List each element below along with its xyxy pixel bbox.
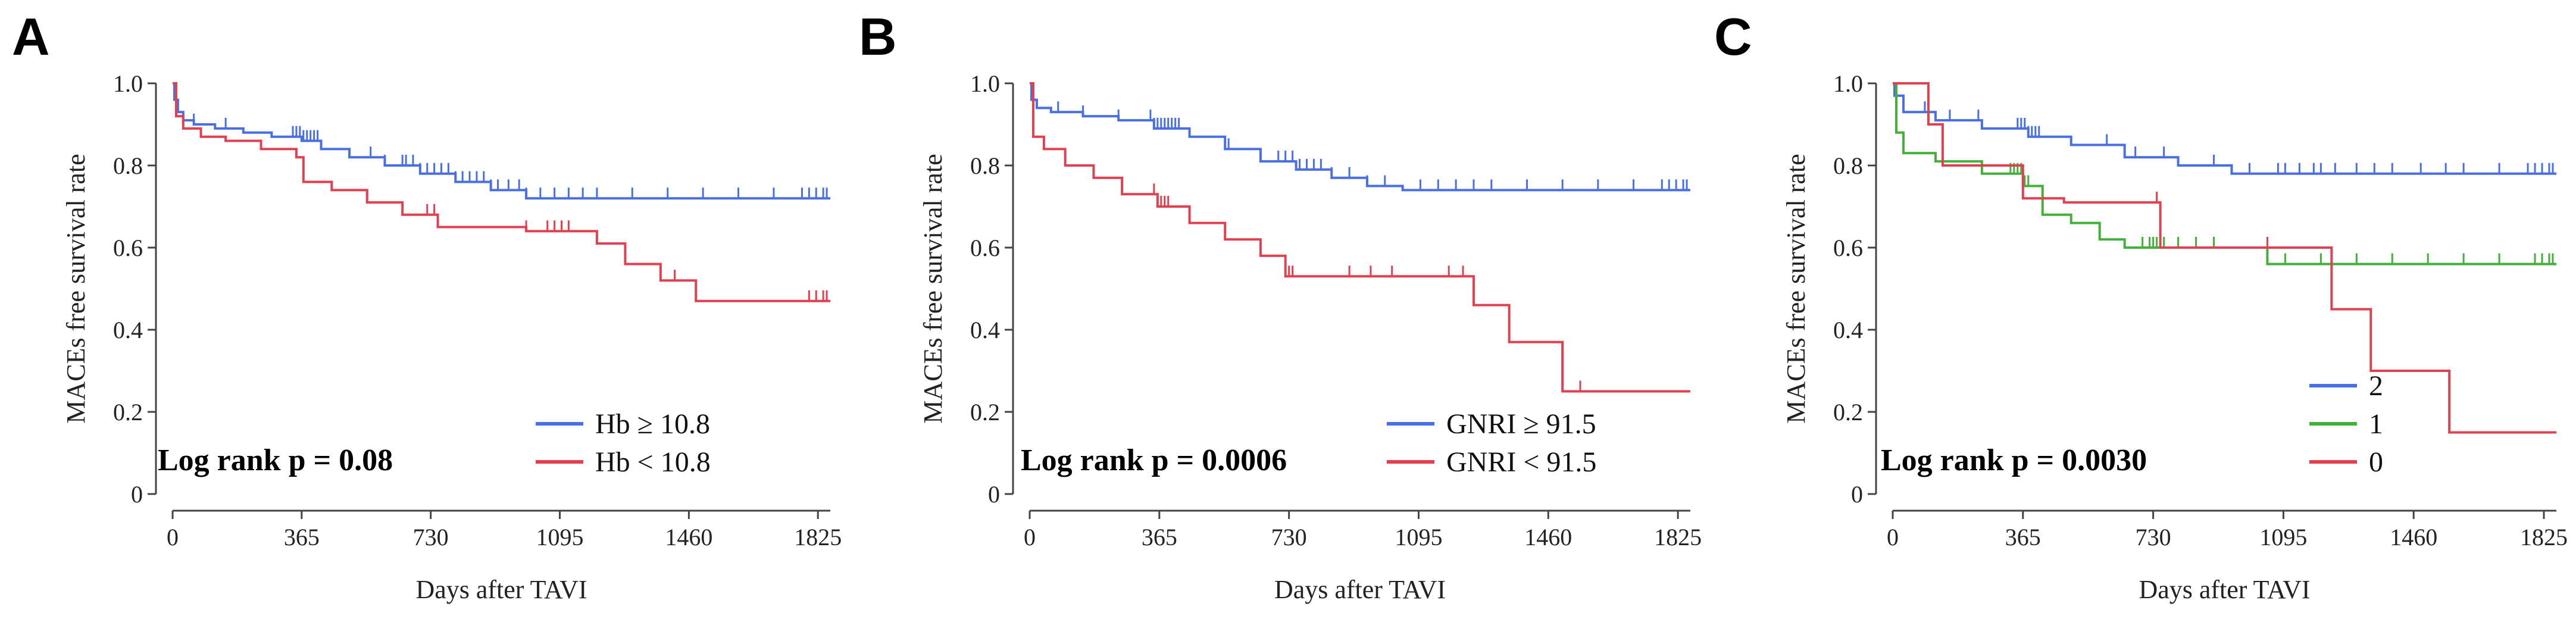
x-tick-label: 0 <box>1887 524 1899 551</box>
panel-letter: B <box>859 7 897 66</box>
x-tick-label: 1460 <box>2390 524 2437 551</box>
y-tick-label: 0.8 <box>113 152 143 179</box>
x-tick-label: 0 <box>167 524 179 551</box>
y-tick-label: 1.0 <box>113 70 143 97</box>
x-tick-label: 1825 <box>1654 524 1702 551</box>
legend-label: GNRI ≥ 91.5 <box>1446 408 1596 440</box>
y-tick-label: 0.6 <box>1833 235 1863 261</box>
y-tick-label: 0.4 <box>113 317 143 343</box>
x-tick-label: 730 <box>413 524 449 551</box>
chart-panel-c: C 0 0.2 0.4 0.6 0.8 1.0 0 365 730 1095 1460 1825 Days… <box>1714 7 2568 604</box>
x-tick-label: 365 <box>1142 524 1177 551</box>
y-tick-label: 0 <box>1851 481 1863 508</box>
y-tick-label: 1.0 <box>970 70 1000 97</box>
survival-curve <box>1893 82 2556 265</box>
x-tick-label: 0 <box>1024 524 1036 551</box>
legend-label: 0 <box>2369 446 2383 478</box>
y-tick-label: 1.0 <box>1833 70 1863 97</box>
y-tick-label: 0.8 <box>1833 152 1863 179</box>
series-hb-10-8 <box>173 82 830 200</box>
legend-label: Hb < 10.8 <box>595 446 711 478</box>
y-tick-label: 0.4 <box>1833 317 1863 343</box>
survival-curve <box>173 82 830 302</box>
y-tick-label: 0.2 <box>1833 399 1863 426</box>
chart-panel-a: A 0 0.2 0.4 0.6 0.8 1.0 0 365 730 1095 1460 1825 Days… <box>12 7 842 604</box>
log-rank-annotation: Log rank p = 0.0006 <box>1021 443 1287 477</box>
y-tick-label: 0.2 <box>113 399 143 426</box>
y-tick-label: 0.4 <box>970 317 1000 343</box>
y-tick-label: 0 <box>131 481 143 508</box>
legend-label: 1 <box>2369 408 2383 440</box>
survival-curve <box>173 82 830 200</box>
series-1 <box>1893 82 2556 265</box>
chart-panel-b: B 0 0.2 0.4 0.6 0.8 1.0 0 365 730 1095 1460 1825 Days… <box>859 7 1702 604</box>
y-axis-title: MACEs free survival rate <box>918 154 948 423</box>
legend-label: 2 <box>2369 370 2383 402</box>
y-tick-label: 0.6 <box>970 235 1000 261</box>
log-rank-annotation: Log rank p = 0.08 <box>158 443 393 477</box>
x-tick-label: 365 <box>2005 524 2041 551</box>
x-tick-label: 1460 <box>665 524 712 551</box>
survival-curve <box>1030 82 1690 192</box>
series-gnri-91-5 <box>1030 82 1690 393</box>
x-tick-label: 365 <box>284 524 320 551</box>
y-tick-label: 0 <box>988 481 1000 508</box>
y-axis-title: MACEs free survival rate <box>1781 154 1811 423</box>
x-tick-label: 1825 <box>2520 524 2568 551</box>
series-gnri-91-5 <box>1030 82 1690 192</box>
x-tick-label: 1460 <box>1524 524 1572 551</box>
series-0 <box>1893 82 2556 434</box>
legend-label: Hb ≥ 10.8 <box>595 408 710 440</box>
series-2 <box>1893 82 2556 175</box>
panel-letter: C <box>1714 7 1752 66</box>
survival-curve <box>1893 82 2556 434</box>
y-tick-label: 0.6 <box>113 235 143 261</box>
y-axis-title: MACEs free survival rate <box>61 154 90 423</box>
x-axis-title: Days after TAVI <box>415 575 587 604</box>
survival-curve <box>1893 82 2556 175</box>
x-tick-label: 730 <box>2136 524 2171 551</box>
x-tick-label: 1095 <box>1395 524 1442 551</box>
y-tick-label: 0.2 <box>970 399 1000 426</box>
legend-label: GNRI < 91.5 <box>1446 446 1596 478</box>
x-tick-label: 1825 <box>794 524 842 551</box>
x-tick-label: 1095 <box>536 524 584 551</box>
log-rank-annotation: Log rank p = 0.0030 <box>1881 443 2147 477</box>
panel-letter: A <box>12 7 50 66</box>
x-axis-title: Days after TAVI <box>1274 575 1446 604</box>
survival-curve <box>1030 82 1690 393</box>
series-hb-10-8 <box>173 82 830 302</box>
x-tick-label: 1095 <box>2259 524 2307 551</box>
x-tick-label: 730 <box>1271 524 1307 551</box>
y-tick-label: 0.8 <box>970 152 1000 179</box>
x-axis-title: Days after TAVI <box>2139 575 2310 604</box>
